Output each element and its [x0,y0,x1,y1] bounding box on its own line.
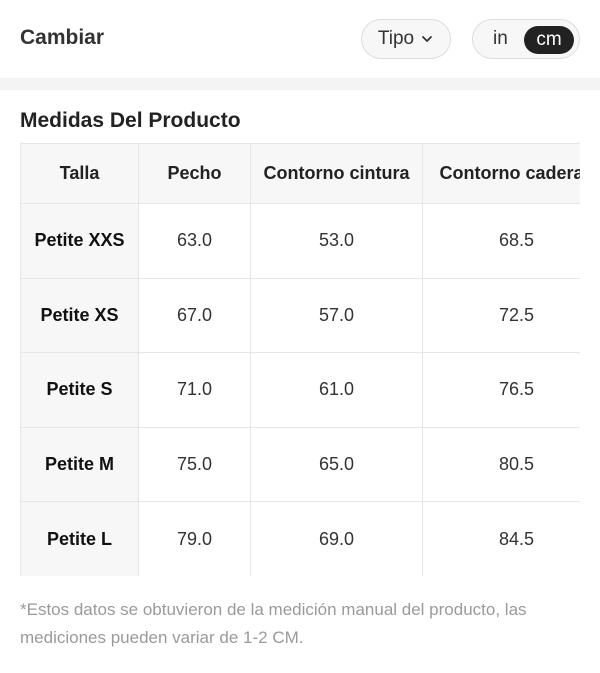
header-size: Talla [20,143,139,204]
type-dropdown-label: Tipo [377,28,415,49]
size-cell: Petite M [20,426,139,503]
chest-cell: 63.0 [138,203,251,279]
waist-cell: 65.0 [250,426,423,503]
unit-toggle: in cm [472,19,580,59]
table-row: Petite M 75.0 65.0 80.5 [20,426,580,503]
size-table-scroll[interactable]: Talla Pecho Contorno cintura Contorno ca… [20,143,580,576]
measurement-note: *Estos datos se obtuvieron de la medició… [20,600,527,647]
waist-cell: 61.0 [250,352,423,428]
size-cell: Petite XXS [20,203,139,279]
size-cell: Petite L [20,501,139,576]
table-row: Petite XXS 63.0 53.0 68.5 [20,203,580,279]
hips-cell: 84.5 [422,501,580,576]
chest-cell: 75.0 [138,426,251,503]
header-waist: Contorno cintura [250,143,423,204]
hips-cell: 68.5 [422,203,580,279]
unit-in-option[interactable]: in [493,28,508,49]
table-row: Petite XS 67.0 57.0 72.5 [20,277,580,354]
size-cell: Petite S [20,352,139,428]
table-row: Petite L 79.0 69.0 84.5 [20,501,580,576]
change-title: Cambiar [20,26,105,49]
section-divider [0,78,600,90]
hips-cell: 80.5 [422,426,580,503]
top-bar: Cambiar Tipo in cm [0,0,600,78]
chest-cell: 79.0 [138,501,251,576]
waist-cell: 53.0 [250,203,423,279]
chest-cell: 67.0 [138,277,251,354]
hips-cell: 72.5 [422,277,580,354]
type-dropdown-button[interactable]: Tipo [361,19,451,59]
header-hips: Contorno caderas [422,143,580,204]
chevron-down-icon [422,36,433,42]
section-title: Medidas Del Producto [20,109,241,132]
unit-cm-option[interactable]: cm [524,26,574,54]
size-cell: Petite XS [20,277,139,354]
table-header-row: Talla Pecho Contorno cintura Contorno ca… [20,143,580,204]
size-table: Talla Pecho Contorno cintura Contorno ca… [20,143,580,576]
header-chest: Pecho [138,143,251,204]
table-row: Petite S 71.0 61.0 76.5 [20,352,580,428]
waist-cell: 69.0 [250,501,423,576]
waist-cell: 57.0 [250,277,423,354]
hips-cell: 76.5 [422,352,580,428]
chest-cell: 71.0 [138,352,251,428]
